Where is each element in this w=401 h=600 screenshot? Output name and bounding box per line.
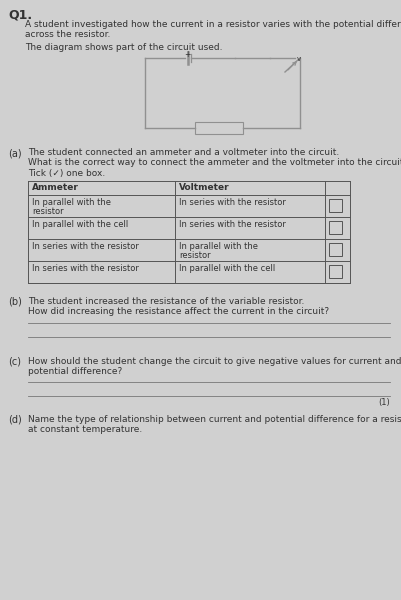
Text: Tick (✓) one box.: Tick (✓) one box. [28,169,105,178]
Text: Ammeter: Ammeter [32,183,79,192]
Text: In parallel with the: In parallel with the [32,198,111,207]
Bar [328,265,341,278]
Text: (1): (1) [377,398,389,407]
Text: What is the correct way to connect the ammeter and the voltmeter into the circui: What is the correct way to connect the a… [28,158,401,167]
Text: resistor: resistor [178,251,210,260]
Text: In parallel with the cell: In parallel with the cell [32,220,128,229]
Bar [328,199,341,212]
Bar [194,122,242,134]
Text: The student increased the resistance of the variable resistor.: The student increased the resistance of … [28,297,304,306]
Text: across the resistor.: across the resistor. [25,30,110,39]
Text: at constant temperature.: at constant temperature. [28,425,142,434]
Text: Q1.: Q1. [8,8,32,21]
Text: How did increasing the resistance affect the current in the circuit?: How did increasing the resistance affect… [28,307,328,316]
Text: In series with the resistor: In series with the resistor [178,198,285,207]
Text: How should the student change the circuit to give negative values for current an: How should the student change the circui… [28,357,401,366]
Text: In series with the resistor: In series with the resistor [32,242,138,251]
Text: In series with the resistor: In series with the resistor [178,220,285,229]
Text: resistor: resistor [32,207,63,216]
Text: In series with the resistor: In series with the resistor [32,264,138,273]
Text: Name the type of relationship between current and potential difference for a res: Name the type of relationship between cu… [28,415,401,424]
Text: +: + [184,50,190,59]
Text: A student investigated how the current in a resistor varies with the potential d: A student investigated how the current i… [25,20,401,29]
Bar [328,221,341,234]
Bar [328,243,341,256]
Text: (d): (d) [8,415,22,425]
Text: The diagram shows part of the circuit used.: The diagram shows part of the circuit us… [25,43,222,52]
Text: v: v [296,56,300,62]
Text: In parallel with the: In parallel with the [178,242,257,251]
Text: The student connected an ammeter and a voltmeter into the circuit.: The student connected an ammeter and a v… [28,148,338,157]
Text: In parallel with the cell: In parallel with the cell [178,264,275,273]
Text: (c): (c) [8,357,21,367]
Text: (b): (b) [8,297,22,307]
Text: potential difference?: potential difference? [28,367,122,376]
Text: (a): (a) [8,148,22,158]
Text: Voltmeter: Voltmeter [178,183,229,192]
